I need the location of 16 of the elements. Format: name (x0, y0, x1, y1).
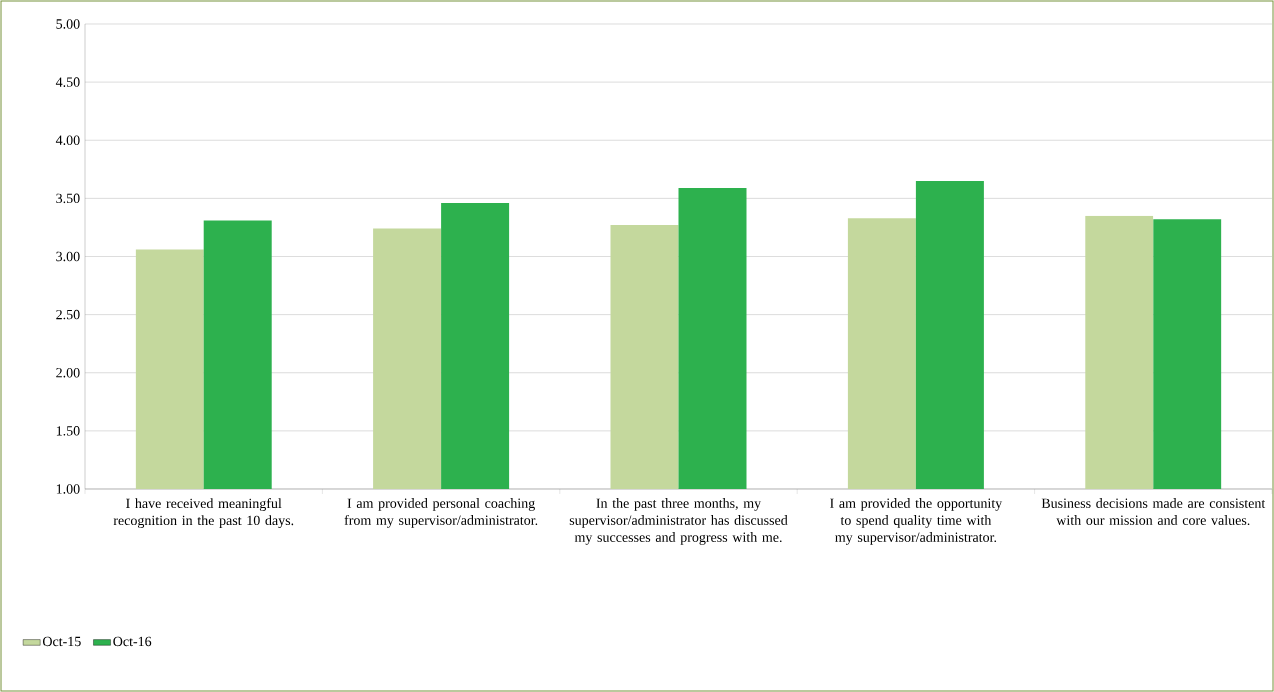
x-tick-label: I am provided the opportunity to spend quality time with my supervisor/administrator. (830, 498, 1003, 545)
y-tick-label: 4.50 (55, 77, 80, 87)
y-tick-label: 2.00 (56, 367, 80, 378)
legend-label: Oct-15 (42, 636, 81, 647)
y-tick-label: 3.50 (56, 193, 80, 204)
y-tick-label: 4.00 (55, 135, 80, 145)
x-tick-label: I have received meaningful recognition in the past 10 days. (113, 498, 294, 529)
x-tick-label: In the past three months, my supervisor/administrator has discussed my successes and progress with me. (569, 498, 788, 545)
legend-label: Oct-16 (113, 636, 152, 647)
x-tick-label: Business decisions made are consistent with our mission and core values. (1041, 498, 1266, 526)
y-tick-label: 1.50 (56, 426, 80, 436)
x-tick-label: I am provided personal coaching from my supervisor/administrator. (344, 498, 538, 528)
y-tick-label: 5.00 (56, 19, 80, 29)
y-tick-label: 3.00 (56, 251, 80, 262)
y-tick-label: 2.50 (56, 309, 80, 320)
y-tick-label: 1.00 (56, 484, 80, 494)
